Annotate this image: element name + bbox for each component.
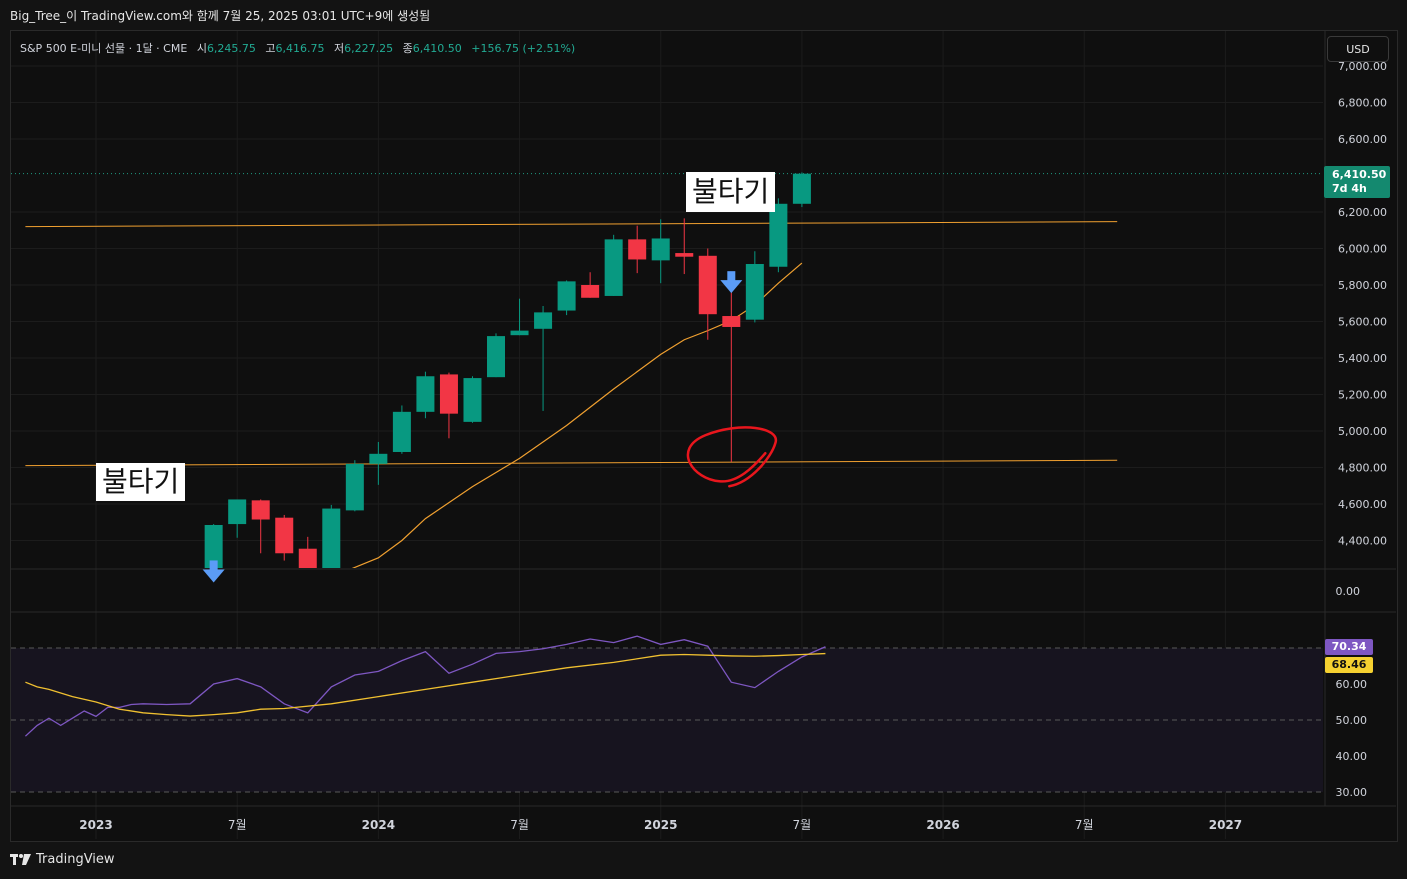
candle-body[interactable]: [581, 285, 600, 298]
price-tick-label: 6,000.00: [1338, 243, 1387, 256]
time-tick-label: 7월: [228, 818, 247, 832]
rsi-tick-label: 30.00: [1336, 786, 1368, 799]
trendline-resistance[interactable]: [25, 221, 1118, 228]
candle-body[interactable]: [698, 255, 717, 315]
candle-body[interactable]: [769, 203, 788, 267]
annotation-left[interactable]: 불타기: [96, 463, 186, 501]
rsi-tick-label: 50.00: [1336, 714, 1368, 727]
candle-body[interactable]: [322, 508, 341, 579]
price-tick-label: 5,600.00: [1338, 316, 1387, 329]
candle-body[interactable]: [628, 239, 647, 260]
symbol-label[interactable]: S&P 500 E-미니 선물 · 1달 · CME: [20, 42, 188, 55]
candle-body[interactable]: [275, 517, 294, 554]
close-key: 종: [402, 42, 413, 55]
price-tick-label: 6,200.00: [1338, 206, 1387, 219]
candle-body[interactable]: [228, 499, 247, 525]
candle-body[interactable]: [557, 281, 576, 311]
hand-drawn-circle[interactable]: [686, 426, 777, 488]
arrow-down-icon: [202, 560, 225, 583]
tradingview-logo-icon: [10, 853, 31, 865]
last-price-tag: 6,410.50 7d 4h: [1324, 166, 1390, 198]
time-tick-label: 2023: [79, 818, 112, 832]
last-price-value: 6,410.50: [1332, 168, 1387, 181]
low-key: 저: [334, 42, 345, 55]
price-tick-label: 5,800.00: [1338, 279, 1387, 292]
tradingview-logo[interactable]: TradingView: [10, 852, 115, 867]
candle-body[interactable]: [651, 238, 670, 261]
change-value: +156.75 (+2.51%): [471, 42, 576, 55]
candle-body[interactable]: [345, 463, 364, 511]
rsi-line-rsi_ma: [25, 652, 826, 717]
ohlc-legend: S&P 500 E-미니 선물 · 1달 · CME 시6,245.75 고6,…: [20, 40, 575, 56]
rsi-ma-value-tag: 68.46: [1325, 657, 1373, 673]
open-value: 6,245.75: [206, 42, 256, 55]
low-value: 6,227.25: [344, 42, 394, 55]
candle-body[interactable]: [675, 253, 694, 257]
time-tick-label: 2024: [362, 818, 395, 832]
candle-body[interactable]: [416, 376, 435, 412]
candle-body[interactable]: [510, 330, 529, 336]
candle-body[interactable]: [487, 336, 506, 378]
high-value: 6,416.75: [275, 42, 325, 55]
empty-pane-tick-label: 0.00: [1336, 585, 1361, 598]
price-tick-label: 4,600.00: [1338, 498, 1387, 511]
price-tick-label: 4,800.00: [1338, 462, 1387, 475]
trendline-support[interactable]: [25, 459, 1118, 467]
candle-body[interactable]: [534, 312, 553, 329]
time-tick-label: 7월: [1075, 818, 1094, 832]
price-tick-label: 6,600.00: [1338, 133, 1387, 146]
currency-button[interactable]: USD: [1327, 36, 1389, 62]
candle-body[interactable]: [392, 411, 411, 452]
candle-body[interactable]: [204, 524, 223, 579]
close-value: 6,410.50: [412, 42, 462, 55]
annotation-right[interactable]: 불타기: [686, 172, 776, 212]
price-tick-label: 5,400.00: [1338, 352, 1387, 365]
time-tick-label: 7월: [793, 818, 812, 832]
candle-body[interactable]: [251, 500, 270, 520]
candle-body[interactable]: [439, 374, 458, 414]
tradingview-brand: TradingView: [36, 852, 115, 867]
rsi-tick-label: 40.00: [1336, 750, 1368, 763]
snapshot-caption: Big_Tree_이 TradingView.com와 함께 7월 25, 20…: [10, 9, 431, 23]
price-tick-label: 5,000.00: [1338, 425, 1387, 438]
rsi-line-rsi: [24, 635, 826, 737]
price-tick-label: 5,200.00: [1338, 389, 1387, 402]
time-tick-label: 2027: [1209, 818, 1242, 832]
candle-body[interactable]: [604, 239, 623, 296]
high-key: 고: [265, 42, 276, 55]
arrow-down-icon: [720, 271, 743, 294]
rsi-value-tag: 70.34: [1325, 639, 1373, 655]
candle-body[interactable]: [369, 453, 388, 464]
candle-body[interactable]: [745, 264, 764, 320]
bar-countdown: 7d 4h: [1332, 182, 1367, 195]
candle-body[interactable]: [722, 316, 741, 327]
rsi-band-background: [11, 648, 1323, 792]
price-tick-label: 4,400.00: [1338, 535, 1387, 548]
time-tick-label: 2026: [926, 818, 959, 832]
candle-body[interactable]: [792, 173, 811, 204]
time-tick-label: 2025: [644, 818, 677, 832]
price-tick-label: 7,000.00: [1338, 60, 1387, 73]
price-tick-label: 6,800.00: [1338, 97, 1387, 110]
candle-body[interactable]: [298, 548, 317, 579]
rsi-tick-label: 60.00: [1336, 678, 1368, 691]
open-key: 시: [196, 42, 207, 55]
candle-body[interactable]: [463, 378, 482, 422]
time-tick-label: 7월: [510, 818, 529, 832]
